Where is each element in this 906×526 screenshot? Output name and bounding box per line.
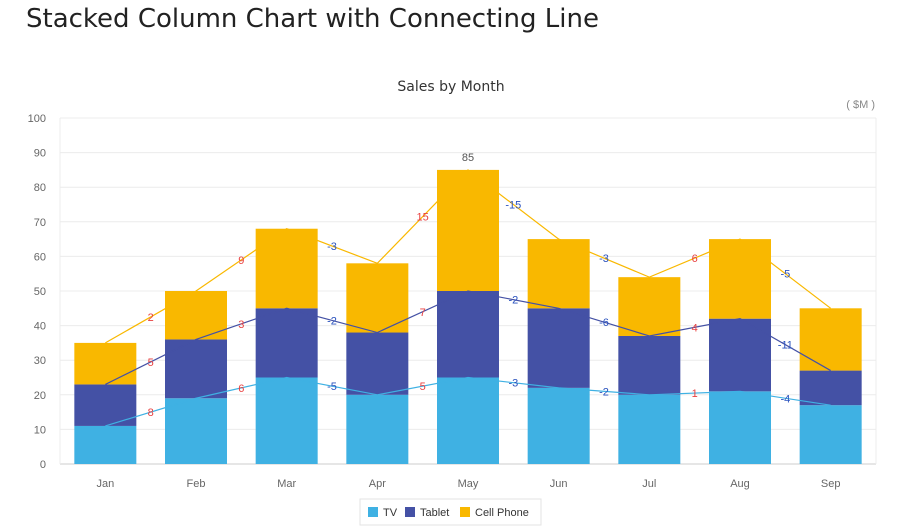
x-tick-label: Jan — [96, 478, 114, 490]
y-tick-label: 10 — [34, 424, 46, 436]
x-tick-label: Sep — [821, 478, 841, 490]
connecting-line-tablet — [105, 290, 831, 385]
y-tick-label: 30 — [34, 355, 46, 367]
bar-tv — [437, 377, 499, 464]
legend-swatch — [368, 507, 378, 517]
bars — [74, 169, 862, 464]
bar-cell-phone — [346, 263, 409, 333]
y-tick-label: 50 — [34, 286, 46, 298]
x-tick-label: Apr — [369, 478, 386, 490]
diff-label: -5 — [327, 381, 337, 393]
diff-label: -15 — [505, 200, 521, 212]
legend-item-tablet[interactable]: Tablet — [405, 507, 449, 519]
diff-label: -2 — [508, 295, 518, 307]
legend[interactable]: TV Tablet Cell Phone — [359, 498, 542, 526]
bar-cell-phone — [437, 169, 499, 291]
legend-item-cell-phone[interactable]: Cell Phone — [460, 507, 529, 519]
diff-label: -4 — [780, 393, 790, 405]
bar-tv — [799, 405, 862, 464]
y-tick-label: 90 — [34, 148, 46, 160]
bar-cell-phone — [255, 228, 318, 309]
legend-label: Tablet — [420, 507, 449, 519]
y-tick-label: 20 — [34, 390, 46, 402]
diff-label: 5 — [148, 357, 154, 369]
legend-swatch — [460, 507, 470, 517]
y-tick-label: 0 — [40, 459, 46, 471]
diff-label: 6 — [692, 253, 698, 265]
bar-tablet — [346, 332, 409, 395]
diff-label: 15 — [417, 212, 429, 224]
legend-item-tv[interactable]: TV — [368, 507, 398, 519]
diff-label: 9 — [238, 255, 244, 267]
bar-tv — [255, 377, 318, 464]
bar-tablet — [709, 318, 771, 392]
diff-label: -6 — [599, 317, 609, 329]
bar-cell-phone — [527, 239, 590, 309]
bar-cell-phone — [618, 277, 681, 336]
x-tick-label: Aug — [730, 478, 750, 490]
x-tick-label: Jun — [550, 478, 568, 490]
total-value-label: 85 — [462, 152, 474, 164]
diff-label: 7 — [420, 307, 426, 319]
chart-title: Sales by Month — [397, 79, 504, 95]
bar-tablet — [527, 308, 590, 388]
bar-tablet — [165, 339, 227, 399]
bar-tablet — [618, 335, 681, 395]
bar-tablet — [799, 370, 862, 406]
diff-label: -11 — [778, 340, 793, 352]
x-tick-label: Mar — [277, 478, 296, 490]
connecting-lines — [105, 169, 832, 427]
diff-label: -2 — [327, 315, 337, 327]
bar-cell-phone — [165, 291, 227, 340]
diff-label: -2 — [599, 386, 609, 398]
y-tick-label: 40 — [34, 321, 46, 333]
diff-label: 8 — [148, 407, 154, 419]
diff-label: -3 — [327, 241, 337, 253]
y-tick-label: 100 — [28, 113, 46, 125]
x-tick-label: Jul — [642, 478, 656, 490]
bar-tv — [618, 394, 681, 464]
y-tick-label: 80 — [34, 182, 46, 194]
bar-cell-phone — [709, 239, 771, 319]
diff-label: 4 — [692, 322, 698, 334]
diff-label: 6 — [238, 383, 244, 395]
diff-label: -3 — [599, 253, 609, 265]
bar-tv — [527, 387, 590, 464]
diff-label: 1 — [692, 388, 698, 400]
bar-tv — [709, 391, 771, 464]
diff-label: -3 — [508, 378, 518, 390]
bar-tablet — [255, 308, 318, 378]
diff-label: 5 — [420, 381, 426, 393]
legend-swatch — [405, 507, 415, 517]
bar-tablet — [437, 291, 499, 378]
bar-tv — [74, 425, 137, 464]
data-labels: 8 6 -5 5 -3 -2 1 -4 5 3 -2 7 -2 -6 4 -11 2 9 -3 15 -15 -3 6 -5 8… — [148, 152, 793, 419]
diff-label: 2 — [148, 312, 154, 324]
bar-cell-phone — [74, 342, 137, 385]
diff-label: 3 — [238, 319, 244, 331]
legend-label: TV — [383, 507, 398, 519]
legend-box — [359, 498, 542, 526]
connecting-line-cell-phone — [105, 169, 832, 344]
bar-tv — [346, 394, 409, 464]
y-axis: 0 10 20 30 40 50 60 70 80 90 100 — [28, 113, 46, 471]
diff-label: -5 — [780, 269, 790, 281]
x-tick-label: Feb — [187, 478, 206, 490]
y-tick-label: 70 — [34, 217, 46, 229]
x-axis: Jan Feb Mar Apr May Jun Jul Aug Sep — [96, 478, 840, 490]
bar-cell-phone — [799, 308, 862, 371]
y-tick-label: 60 — [34, 251, 46, 263]
x-tick-label: May — [458, 478, 479, 490]
connecting-line-tv — [105, 376, 831, 427]
page-title: Stacked Column Chart with Connecting Lin… — [26, 4, 599, 34]
unit-label: ( $M ) — [846, 99, 875, 111]
legend-label: Cell Phone — [475, 507, 529, 519]
bar-tv — [165, 398, 227, 464]
